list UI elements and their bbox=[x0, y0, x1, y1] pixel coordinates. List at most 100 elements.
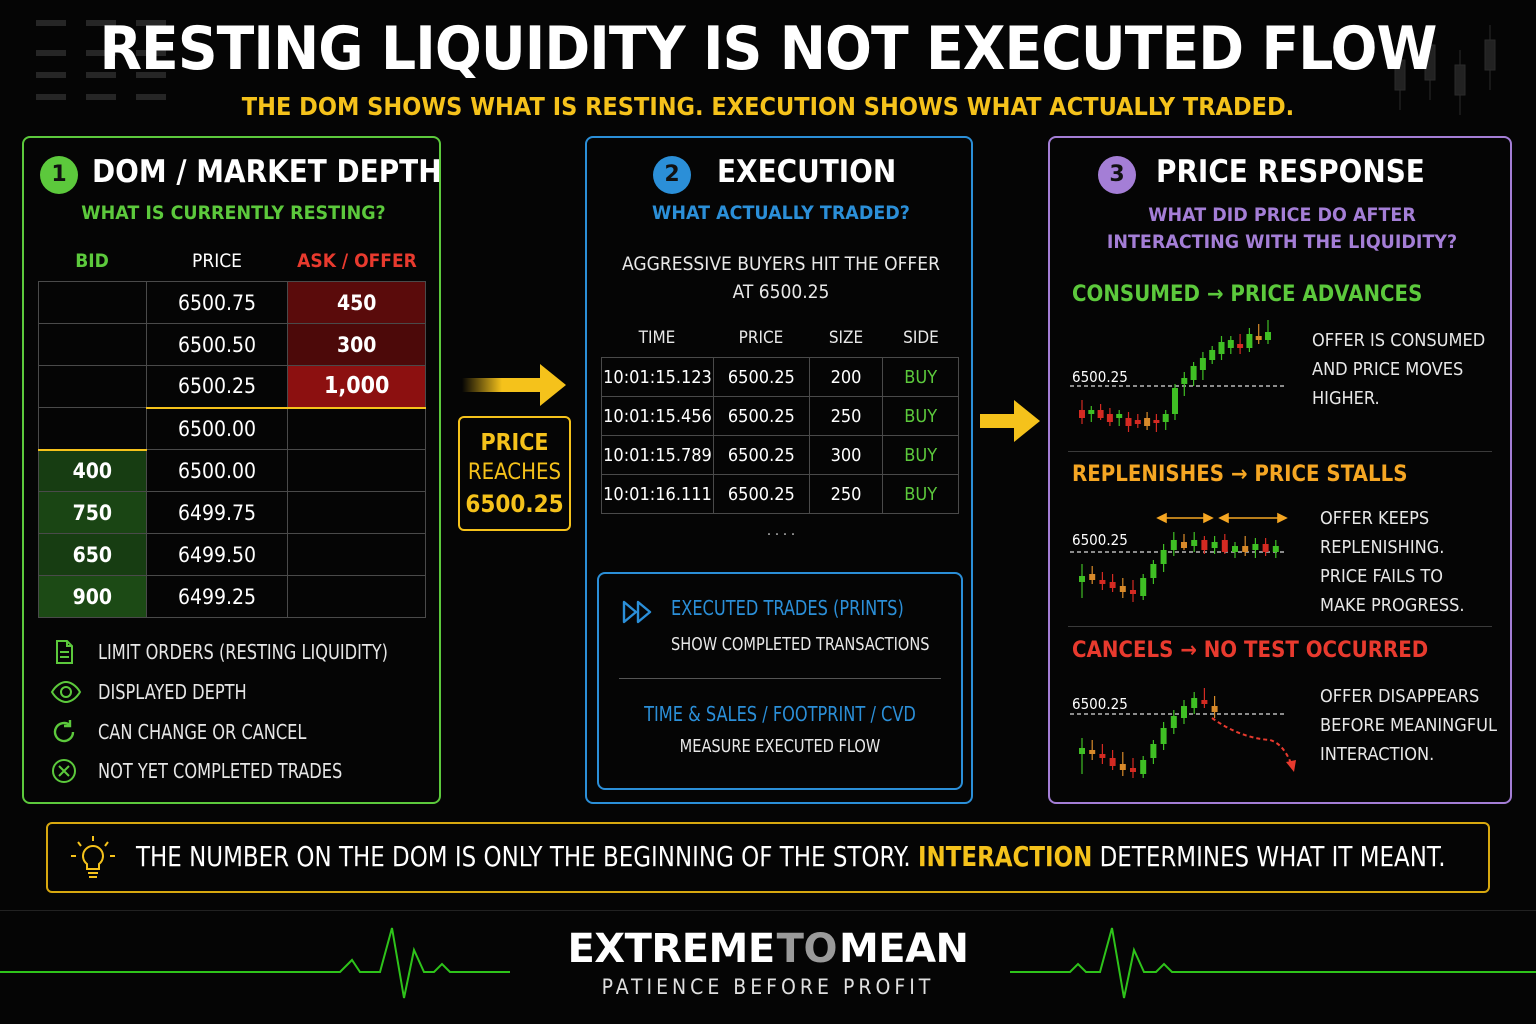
candle-body bbox=[1119, 764, 1126, 770]
trade-time: 10:01:15.789 bbox=[601, 435, 714, 475]
trades-table: 10:01:15.123 6500.25 200 BUY 10:01:15.45… bbox=[601, 357, 959, 514]
scenario-consumed-head: CONSUMED → PRICE ADVANCES bbox=[1072, 282, 1423, 307]
candle-body bbox=[1252, 544, 1259, 550]
bid-cell: 900 bbox=[38, 575, 147, 618]
heartbeat-lines bbox=[0, 927, 1536, 999]
message-highlight: INTERACTION bbox=[917, 840, 1093, 873]
candle-body bbox=[1262, 544, 1269, 552]
candle-body bbox=[1130, 768, 1136, 772]
candle-body bbox=[1160, 728, 1167, 744]
trades-header: TIME PRICE SIZE SIDE bbox=[601, 328, 959, 348]
arrow-right-icon bbox=[980, 400, 1040, 442]
candle-body bbox=[1191, 698, 1198, 708]
price-cell: 6500.50 bbox=[145, 323, 289, 366]
step-number-1: 1 bbox=[40, 156, 78, 194]
candle-body bbox=[1199, 358, 1206, 370]
level-label: 6500.25 bbox=[1072, 368, 1128, 386]
trade-price: 6500.25 bbox=[712, 357, 810, 397]
candle-body bbox=[1097, 410, 1104, 418]
candle-body bbox=[1211, 542, 1218, 548]
dom-panel: 1 DOM / MARKET DEPTH WHAT IS CURRENTLY R… bbox=[22, 136, 442, 804]
candle-body bbox=[1172, 388, 1178, 414]
info-divider bbox=[619, 678, 941, 679]
trade-row: 10:01:15.456 6500.25 250 BUY bbox=[601, 396, 959, 436]
description-line: AGGRESSIVE BUYERS HIT THE OFFER bbox=[622, 253, 940, 275]
x-circle-icon bbox=[52, 759, 76, 783]
trades-ellipsis: . . . . bbox=[767, 523, 795, 539]
execution-info-box: EXECUTED TRADES (PRINTS) SHOW COMPLETED … bbox=[597, 572, 963, 790]
trade-size: 250 bbox=[808, 396, 884, 436]
price-cell: 6499.25 bbox=[145, 575, 289, 618]
bid-cell: 650 bbox=[38, 533, 147, 576]
background-pattern bbox=[36, 20, 166, 100]
page-title: RESTING LIQUIDITY IS NOT EXECUTED FLOW bbox=[99, 14, 1437, 84]
arrow-right-icon bbox=[462, 364, 566, 406]
key-message: THE NUMBER ON THE DOM IS ONLY THE BEGINN… bbox=[136, 840, 1446, 873]
scenario-text-line: PRICE FAILS TO bbox=[1320, 566, 1444, 587]
price-response-title: PRICE RESPONSE bbox=[1156, 154, 1425, 190]
candle-body bbox=[1181, 378, 1188, 384]
side-column-header: SIDE bbox=[903, 328, 939, 348]
trade-time: 10:01:15.123 bbox=[601, 357, 714, 397]
connector-line3: 6500.25 bbox=[465, 490, 564, 518]
trade-size: 300 bbox=[808, 435, 884, 475]
ask-cell bbox=[287, 491, 426, 534]
double-arrow-icon bbox=[1156, 512, 1288, 524]
candle-body bbox=[1119, 586, 1126, 592]
legend-label: CAN CHANGE OR CANCEL bbox=[98, 720, 307, 744]
ask-cell-highlight: 1,000 bbox=[287, 365, 426, 409]
candle-body bbox=[1191, 540, 1198, 546]
prints-title: EXECUTED TRADES (PRINTS) bbox=[671, 596, 904, 620]
execution-panel-question: WHAT ACTUALLY TRADED? bbox=[652, 202, 910, 224]
scenario-text-line: OFFER IS CONSUMED bbox=[1312, 330, 1486, 351]
candle-body bbox=[1150, 564, 1157, 578]
step-number-2: 2 bbox=[653, 156, 691, 194]
ask-column-header: ASK / OFFER bbox=[297, 250, 417, 272]
trade-row: 10:01:15.123 6500.25 200 BUY bbox=[601, 357, 959, 397]
candle-body bbox=[1130, 590, 1136, 594]
legend-label: DISPLAYED DEPTH bbox=[98, 680, 247, 704]
trade-side: BUY bbox=[882, 396, 959, 436]
price-cell: 6499.50 bbox=[145, 533, 289, 576]
ask-cell: 450 bbox=[287, 281, 426, 324]
brand-word: EXTREME bbox=[567, 926, 775, 972]
price-cell: 6500.25 bbox=[145, 365, 289, 409]
price-column-header: PRICE bbox=[738, 328, 784, 348]
candle-body bbox=[1181, 706, 1187, 718]
scenario-cancels-text: OFFER DISAPPEARS BEFORE MEANINGFUL INTER… bbox=[1320, 682, 1497, 769]
scenario-cancels-head: CANCELS → NO TEST OCCURRED bbox=[1072, 638, 1429, 663]
legend-item: NOT YET COMPLETED TRADES bbox=[50, 757, 369, 785]
bid-cell bbox=[38, 407, 147, 451]
candle-body bbox=[1201, 700, 1208, 704]
candle-body bbox=[1079, 410, 1085, 418]
dom-panel-question: WHAT IS CURRENTLY RESTING? bbox=[81, 202, 386, 224]
scenario-text-line: AND PRICE MOVES bbox=[1312, 359, 1464, 380]
trade-time: 10:01:15.456 bbox=[601, 396, 714, 436]
tools-title: TIME & SALES / FOOTPRINT / CVD bbox=[644, 702, 916, 726]
candle-body bbox=[1246, 334, 1253, 348]
brand-word: MEAN bbox=[838, 926, 969, 972]
description-line: AT 6500.25 bbox=[732, 281, 830, 303]
trade-price: 6500.25 bbox=[712, 396, 810, 436]
candle-body bbox=[1079, 576, 1085, 582]
dom-panel-title: DOM / MARKET DEPTH bbox=[92, 154, 442, 190]
dom-row: 6500.25 1,000 bbox=[38, 365, 426, 409]
scenario-text-line: HIGHER. bbox=[1312, 388, 1380, 409]
candle-body bbox=[1088, 410, 1095, 414]
section-divider bbox=[1068, 626, 1492, 627]
price-reaches-box: PRICE REACHES 6500.25 bbox=[458, 416, 571, 531]
candle-body bbox=[1201, 540, 1208, 550]
price-cell: 6500.00 bbox=[145, 407, 289, 450]
bid-cell bbox=[38, 281, 147, 324]
candle-body bbox=[1099, 580, 1106, 584]
candle-body bbox=[1134, 420, 1141, 424]
trade-side: BUY bbox=[882, 357, 959, 397]
candle-body bbox=[1140, 578, 1147, 596]
candle-body bbox=[1211, 706, 1218, 712]
brand-logo: EXTREMETOMEAN bbox=[0, 926, 1536, 972]
fast-forward-icon bbox=[622, 600, 652, 624]
key-message-box: THE NUMBER ON THE DOM IS ONLY THE BEGINN… bbox=[46, 822, 1490, 893]
price-cell: 6500.75 bbox=[145, 281, 289, 324]
candle-body bbox=[1272, 546, 1279, 552]
ask-cell bbox=[287, 533, 426, 576]
